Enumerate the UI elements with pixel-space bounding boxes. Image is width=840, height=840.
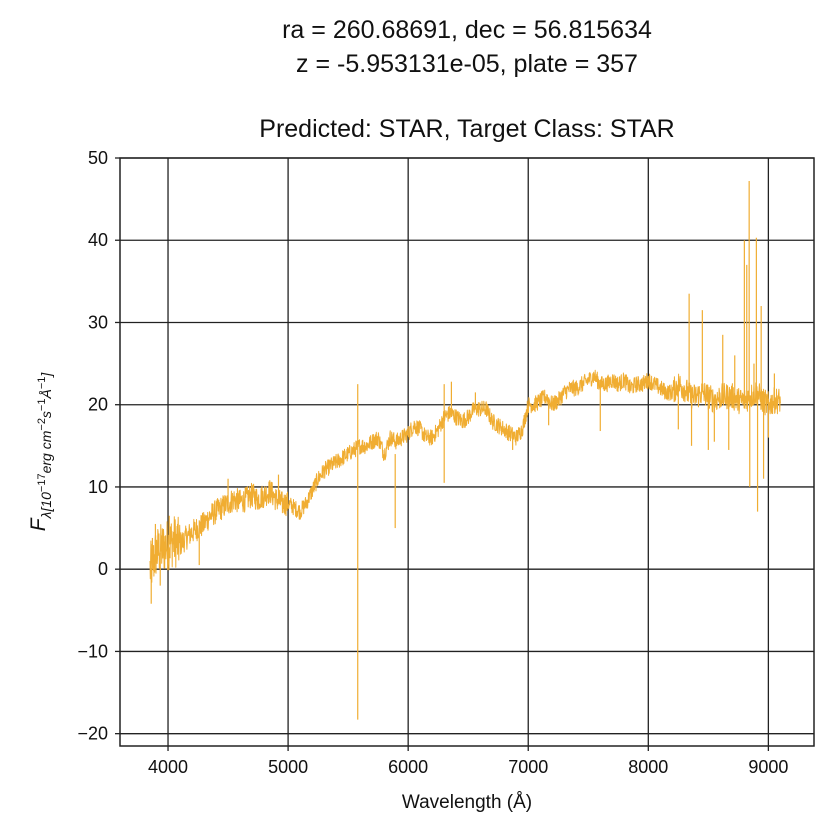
y-tick-label: −20 (77, 724, 108, 744)
y-label-end: ] (38, 372, 54, 379)
y-tick-label: 50 (88, 148, 108, 168)
chart-title-line-2: z = -5.953131e-05, plate = 357 (296, 50, 638, 78)
x-tick-label: 6000 (388, 757, 428, 777)
y-label-exp3: −1 (36, 399, 48, 412)
spectrum-line (149, 369, 781, 583)
x-tick-label: 5000 (268, 757, 308, 777)
y-tick-label: 20 (88, 395, 108, 415)
y-axis-label: Fλ[10−17erg cm−2s−1Å−1] (27, 372, 54, 532)
y-label-exp4: −1 (36, 377, 48, 390)
x-axis-label: Wavelength (Å) (402, 792, 532, 813)
y-tick-label: 10 (88, 477, 108, 497)
x-tick-label: 8000 (628, 757, 668, 777)
y-tick-label: 40 (88, 230, 108, 250)
y-label-sub: λ[10 (38, 492, 54, 520)
chart-subtitle: Predicted: STAR, Target Class: STAR (259, 115, 675, 143)
y-label-exp2: −2 (36, 418, 48, 431)
y-label-mid2: s (38, 411, 54, 418)
chart-title-line-1: ra = 260.68691, dec = 56.815634 (282, 16, 652, 44)
x-tick-label: 4000 (148, 757, 188, 777)
plot-frame (119, 157, 815, 747)
y-label-mid1: erg cm (38, 430, 54, 473)
y-label-mid3: Å (38, 389, 54, 399)
x-tick-label: 9000 (748, 757, 788, 777)
grid-layer (120, 157, 814, 746)
y-tick-label: −10 (77, 641, 108, 661)
y-tick-label: 0 (98, 559, 108, 579)
x-tick-label: 7000 (508, 757, 548, 777)
y-label-main: F (27, 517, 50, 531)
y-label-exp1: −17 (36, 473, 48, 492)
series-layer (149, 181, 781, 720)
y-tick-label: 30 (88, 312, 108, 332)
tick-layer: 4000 5000 6000 7000 8000 9000 −20 −10 0 10 20 30 40 5… (77, 148, 788, 777)
